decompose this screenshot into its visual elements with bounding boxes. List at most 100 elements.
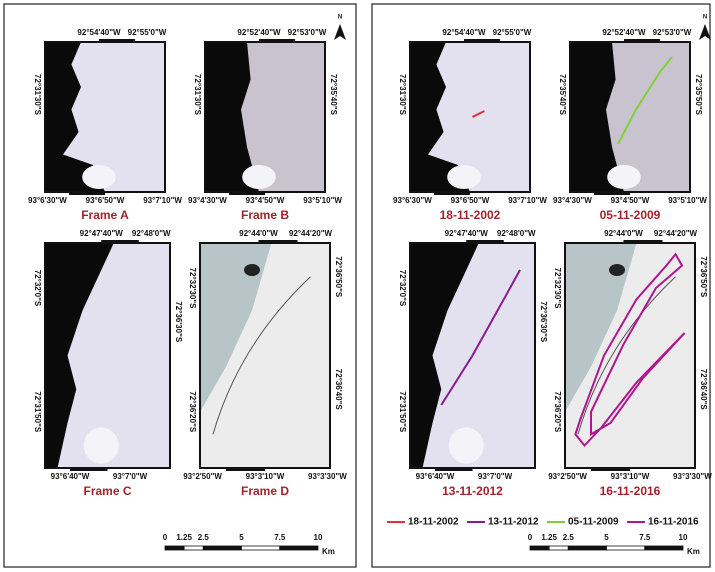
scale-label: 2.5: [563, 533, 575, 542]
coord-label: 92°47'40"W: [445, 229, 489, 238]
coord-label: 92°48'0"W: [497, 229, 536, 238]
scale-segment: [606, 545, 646, 551]
coord-label: 93°7'0"W: [478, 472, 513, 481]
scale-label: 7.5: [639, 533, 651, 542]
coord-label: 92°52'40"W: [602, 28, 646, 37]
coord-label: 72°31'50"S: [398, 391, 407, 433]
coord-label: 93°4'30"W: [188, 196, 227, 205]
coord-label: 72°35'50"S: [694, 74, 703, 116]
scale-unit: Km: [322, 547, 335, 556]
frame-caption: 18-11-2002: [440, 208, 501, 222]
frame-bar: [591, 468, 630, 471]
coord-label: 72°36'20"S: [553, 391, 562, 433]
scale-label: 10: [314, 533, 323, 542]
glacier-front-line: [574, 252, 686, 448]
north-arrow: [334, 24, 346, 40]
frame-caption: 13-11-2012: [442, 484, 503, 498]
scale-segment: [548, 545, 569, 551]
scale-segment: [241, 545, 281, 551]
coord-label: 72°36'30"S: [539, 301, 548, 343]
coord-label: 92°54'40"W: [77, 28, 121, 37]
coord-label: 93°4'50"W: [246, 196, 285, 205]
coord-label: 92°54'40"W: [442, 28, 486, 37]
scale-segment: [164, 545, 185, 551]
ice-shelf: [565, 243, 695, 468]
scale-label: 0: [528, 533, 533, 542]
coord-label: 72°36'50"S: [334, 256, 343, 298]
north-arrow: [699, 24, 711, 40]
coord-label: 72°36'50"S: [699, 256, 708, 298]
coord-label: 72°32'0"S: [33, 270, 42, 307]
frame-bar: [594, 192, 630, 195]
glacier-front-line: [471, 110, 485, 118]
scale-segment: [644, 545, 684, 551]
north-label: N: [703, 15, 707, 21]
coord-label: 72°36'40"S: [699, 369, 708, 411]
coord-label: 93°4'30"W: [553, 196, 592, 205]
coord-label: 93°6'30"W: [393, 196, 432, 205]
coord-label: 93°2'50"W: [183, 472, 222, 481]
scale-label: 5: [604, 533, 609, 542]
coord-label: 93°5'10"W: [668, 196, 707, 205]
coord-label: 72°31'30"S: [33, 74, 42, 116]
ice-dome: [82, 165, 116, 189]
scale-label: 0: [163, 533, 168, 542]
scale-label: 5: [239, 533, 244, 542]
coord-label: 72°35'40"S: [329, 74, 338, 116]
ice-shelf: [606, 42, 690, 192]
coord-label: 92°55'0"W: [493, 28, 532, 37]
coord-label: 93°6'40"W: [416, 472, 455, 481]
coord-label: 93°3'30"W: [673, 472, 712, 481]
scale-unit: Km: [687, 547, 700, 556]
ice-shelf: [57, 243, 170, 468]
coord-label: 92°53'0"W: [653, 28, 692, 37]
coord-label: 93°4'50"W: [611, 196, 650, 205]
scale-segment: [183, 545, 204, 551]
crevasse: [577, 276, 676, 435]
scale-label: 10: [679, 533, 688, 542]
coord-label: 72°36'20"S: [188, 391, 197, 433]
scale-segment: [529, 545, 550, 551]
frame-bar: [258, 240, 298, 243]
coord-label: 92°55'0"W: [128, 28, 167, 37]
frame-bar: [259, 39, 295, 42]
frame-bar: [226, 468, 265, 471]
coord-label: 93°6'40"W: [51, 472, 90, 481]
frame-caption: Frame C: [83, 484, 131, 498]
coord-label: 93°5'10"W: [303, 196, 342, 205]
scale-label: 1.25: [541, 533, 557, 542]
legend-label: 18-11-2002: [408, 517, 459, 528]
ice-shelf: [428, 42, 530, 192]
coord-label: 93°2'50"W: [548, 472, 587, 481]
frame-bar: [623, 240, 663, 243]
frame-bar: [434, 192, 470, 195]
ice-shelf: [422, 243, 535, 468]
frame-bar: [466, 240, 504, 243]
frame-caption: Frame D: [241, 484, 289, 498]
iceberg: [609, 264, 625, 276]
coord-label: 93°3'10"W: [611, 472, 650, 481]
coord-label: 93°7'10"W: [508, 196, 547, 205]
ice-shelf: [63, 42, 165, 192]
legend-label: 13-11-2012: [488, 517, 539, 528]
iceberg: [244, 264, 260, 276]
coord-label: 92°44'0"W: [604, 229, 643, 238]
ice-dome: [447, 165, 481, 189]
ice-dome: [242, 165, 276, 189]
coord-label: 92°44'20"W: [289, 229, 333, 238]
coord-label: 72°31'30"S: [193, 74, 202, 116]
scale-label: 2.5: [198, 533, 210, 542]
north-label: N: [338, 15, 342, 21]
glacier-front-line: [617, 56, 673, 145]
coord-label: 92°44'0"W: [239, 229, 278, 238]
crevasse: [212, 276, 311, 435]
coord-label: 93°3'30"W: [308, 472, 347, 481]
frame-caption: Frame B: [241, 208, 289, 222]
coord-label: 92°44'20"W: [654, 229, 698, 238]
glacier-front-line: [440, 269, 521, 406]
frame-bar: [229, 192, 265, 195]
coord-label: 93°6'50"W: [451, 196, 490, 205]
ice-dome: [448, 427, 484, 464]
legend-label: 16-11-2016: [648, 517, 699, 528]
